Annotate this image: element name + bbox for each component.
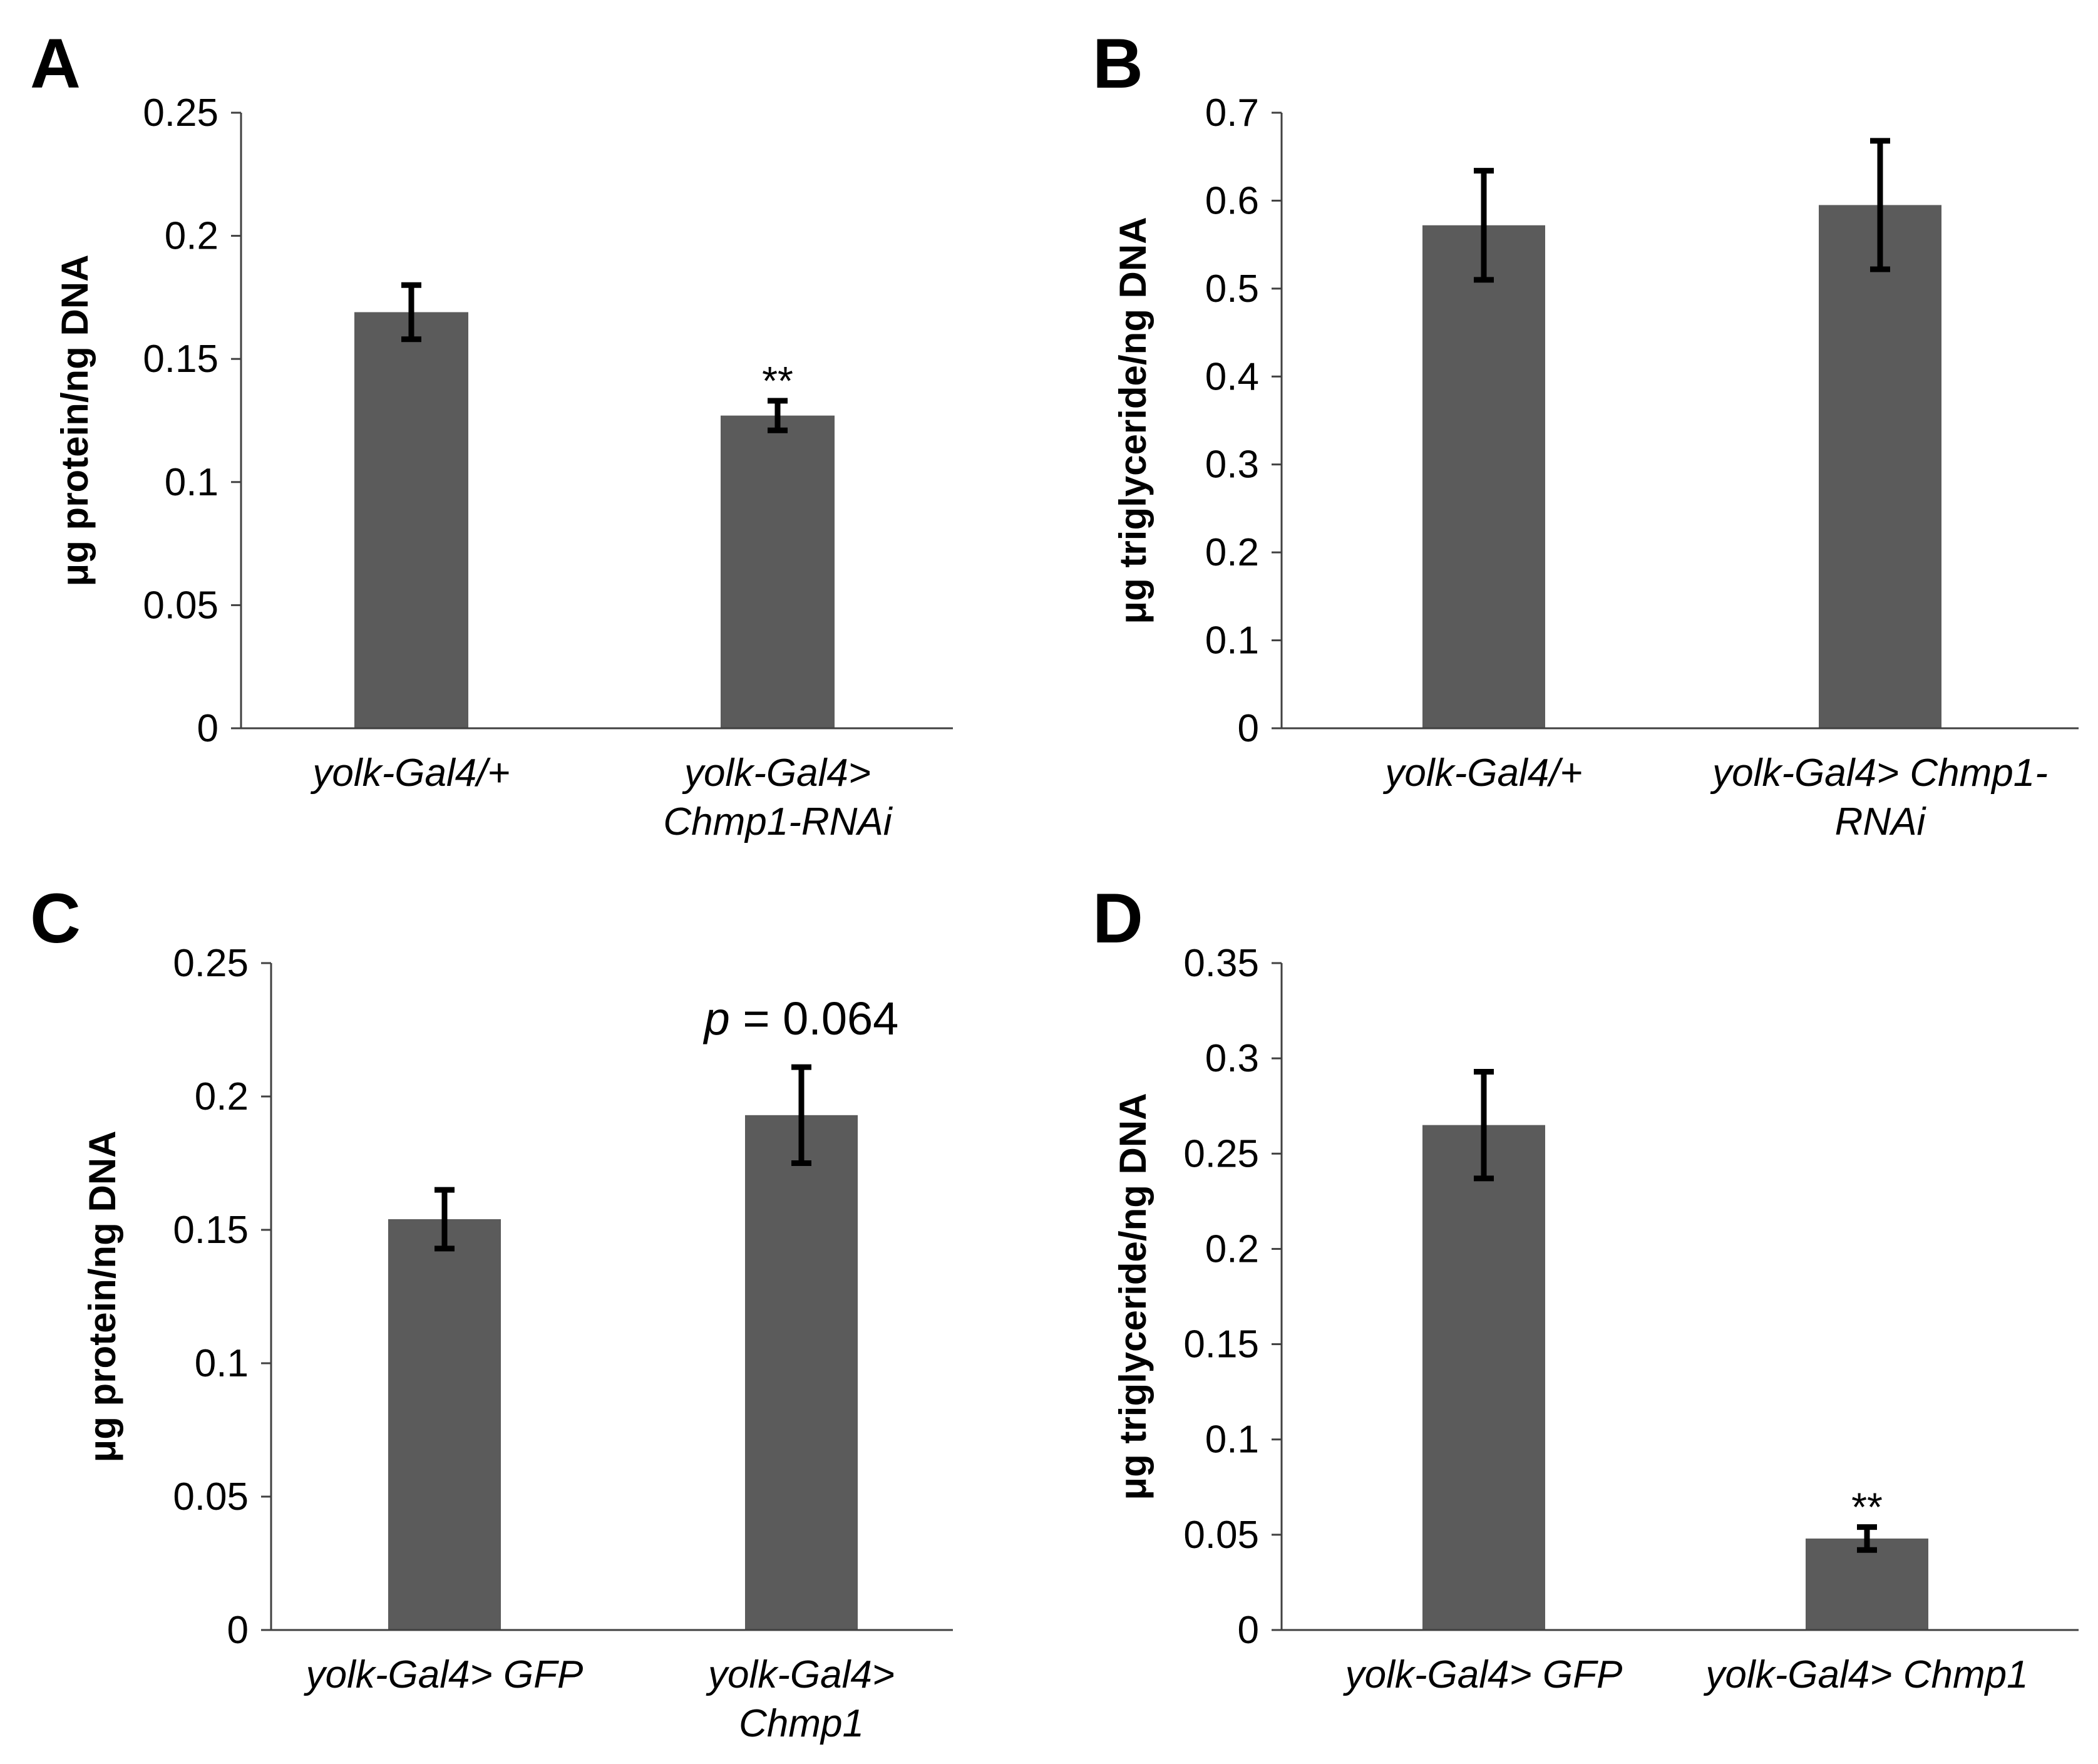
y-tick-label: 0.6 [1205, 179, 1259, 222]
y-tick-label: 0.1 [1205, 1418, 1259, 1462]
p-value-label: p = 0.064 [703, 993, 899, 1044]
panel-letter: C [30, 879, 81, 957]
panel-b: B 0 0.1 0.2 0.3 0.4 0.5 0.6 0.7 μg triglyceride/n… [1093, 24, 2079, 843]
bar [354, 312, 468, 728]
y-tick-label: 0.05 [1183, 1514, 1259, 1557]
panel-letter: A [30, 24, 81, 103]
x-category-label: Chmp1 [739, 1702, 864, 1745]
bar [1422, 1125, 1545, 1630]
bar [388, 1219, 501, 1630]
y-tick-label: 0.1 [165, 461, 219, 504]
bar [745, 1115, 858, 1630]
y-tick-label: 0.2 [165, 215, 219, 258]
y-tick-label: 0.15 [1183, 1323, 1259, 1366]
panel-c: C 0 0.05 0.1 0.15 0.2 0.25 μg protein/ng DNA yol… [30, 879, 953, 1745]
bar [1819, 205, 1941, 728]
y-tick-label: 0.15 [173, 1209, 249, 1252]
y-axis-label: μg protein/ng DNA [54, 255, 96, 587]
y-tick-label: 0.15 [143, 338, 219, 381]
panel-letter: D [1093, 879, 1143, 957]
y-tick-label: 0.1 [195, 1342, 249, 1385]
y-tick-label: 0.1 [1205, 619, 1259, 663]
bar [1806, 1538, 1928, 1630]
y-tick-label: 0.2 [195, 1075, 249, 1118]
y-tick-label: 0.4 [1205, 355, 1259, 398]
y-tick-label: 0.3 [1205, 443, 1259, 487]
y-axis-label: μg protein/ng DNA [81, 1131, 123, 1463]
y-tick-label: 0.25 [173, 942, 249, 985]
x-category-label: yolk-Gal4> [706, 1653, 895, 1696]
x-category-label: yolk-Gal4> GFP [304, 1653, 584, 1696]
panel-letter: B [1093, 24, 1143, 103]
bar [721, 415, 835, 728]
y-tick-label: 0.7 [1205, 91, 1259, 135]
y-tick-label: 0 [197, 707, 219, 750]
y-tick-label: 0 [1238, 707, 1259, 750]
y-tick-label: 0.3 [1205, 1037, 1259, 1080]
y-tick-label: 0.2 [1205, 531, 1259, 574]
panel-a: A 0 0.05 0.1 0.15 0.2 0.25 μg protein/ng DNA yol… [30, 24, 953, 843]
x-category-label: yolk-Gal4> GFP [1343, 1653, 1623, 1696]
y-tick-label: 0.5 [1205, 267, 1259, 311]
panel-d: D 0 0.05 0.1 0.15 0.2 0.25 0.3 0.35 μg triglyceri… [1093, 879, 2079, 1696]
bar [1422, 225, 1545, 729]
y-tick-label: 0.2 [1205, 1227, 1259, 1271]
y-tick-label: 0 [1238, 1609, 1259, 1652]
significance-label: ** [1851, 1485, 1883, 1530]
y-tick-label: 0.35 [1183, 942, 1259, 985]
significance-label: ** [762, 358, 793, 403]
y-tick-label: 0.05 [143, 584, 219, 627]
y-axis-label: μg triglyceride/ng DNA [1112, 217, 1154, 624]
y-tick-label: 0.25 [1183, 1132, 1259, 1175]
y-tick-label: 0 [227, 1609, 249, 1652]
x-category-label: RNAi [1835, 800, 1927, 843]
y-tick-label: 0.05 [173, 1475, 249, 1519]
x-category-label: yolk-Gal4/+ [310, 751, 510, 795]
y-axis-label: μg triglyceride/ng DNA [1112, 1093, 1154, 1500]
x-category-label: yolk-Gal4/+ [1382, 751, 1582, 795]
y-tick-label: 0.25 [143, 91, 219, 135]
x-category-label: yolk-Gal4> Chmp1- [1710, 751, 2048, 795]
x-category-label: Chmp1-RNAi [663, 800, 893, 843]
x-category-label: yolk-Gal4> Chmp1 [1703, 1653, 2028, 1696]
x-category-label: yolk-Gal4> [682, 751, 871, 795]
